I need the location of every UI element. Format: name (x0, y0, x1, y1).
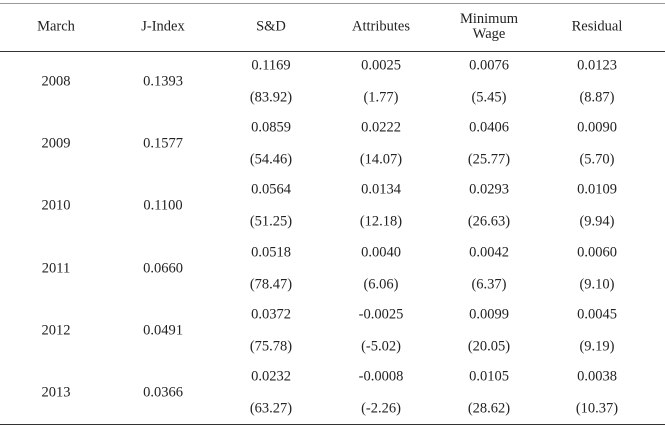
year-cell: 2011 (41, 260, 71, 277)
value-cell: 0.0293 (469, 181, 509, 198)
year-cell: 2012 (41, 322, 71, 339)
top-rule (0, 3, 665, 4)
share-cell: (12.18) (359, 213, 403, 230)
share-cell: (-2.26) (361, 400, 401, 417)
value-cell: 0.0232 (251, 368, 291, 385)
j-index-cell: 0.0660 (143, 260, 183, 277)
j-index-cell: 0.1100 (143, 197, 183, 214)
share-cell: (6.37) (471, 276, 507, 293)
value-cell: 0.0123 (577, 57, 617, 74)
share-cell: (83.92) (249, 89, 293, 106)
column-header: March (37, 18, 75, 35)
value-cell: 0.0025 (361, 57, 401, 74)
value-cell: 0.1169 (251, 57, 291, 74)
share-cell: (10.37) (575, 400, 619, 417)
share-cell: (28.62) (467, 400, 511, 417)
share-cell: (51.25) (249, 213, 293, 230)
value-cell: 0.0406 (469, 119, 509, 136)
value-cell: 0.0109 (577, 181, 617, 198)
value-cell: 0.0372 (251, 306, 291, 323)
value-cell: -0.0025 (358, 306, 404, 323)
year-cell: 2009 (41, 135, 71, 152)
column-header: J-Index (141, 18, 185, 35)
column-header: Attributes (352, 18, 410, 35)
share-cell: (9.10) (579, 276, 615, 293)
value-cell: 0.0045 (577, 306, 617, 323)
share-cell: (9.19) (579, 338, 615, 355)
share-cell: (9.94) (579, 213, 615, 230)
value-cell: 0.0518 (251, 244, 291, 261)
share-cell: (20.05) (467, 338, 511, 355)
column-header: S&D (256, 18, 286, 35)
bottom-rule (0, 424, 665, 425)
year-cell: 2010 (41, 197, 71, 214)
share-cell: (78.47) (249, 276, 293, 293)
column-header: Residual (571, 18, 623, 35)
year-cell: 2013 (41, 384, 71, 401)
value-cell: 0.0090 (577, 119, 617, 136)
share-cell: (1.77) (363, 89, 399, 106)
j-index-cell: 0.1393 (143, 73, 183, 90)
share-cell: (5.70) (579, 151, 615, 168)
value-cell: 0.0564 (251, 181, 291, 198)
value-cell: 0.0099 (469, 306, 509, 323)
share-cell: (6.06) (363, 276, 399, 293)
value-cell: 0.0038 (577, 368, 617, 385)
share-cell: (14.07) (359, 151, 403, 168)
share-cell: (25.77) (467, 151, 511, 168)
value-cell: 0.0859 (251, 119, 291, 136)
column-header: Minimum Wage (459, 11, 518, 42)
value-cell: 0.0222 (361, 119, 401, 136)
share-cell: (75.78) (249, 338, 293, 355)
value-cell: 0.0105 (469, 368, 509, 385)
value-cell: 0.0040 (361, 244, 401, 261)
value-cell: 0.0042 (469, 244, 509, 261)
j-index-cell: 0.0366 (143, 384, 183, 401)
j-index-cell: 0.1577 (143, 135, 183, 152)
header-rule (0, 51, 665, 52)
year-cell: 2008 (41, 73, 71, 90)
share-cell: (63.27) (249, 400, 293, 417)
j-index-cell: 0.0491 (143, 322, 183, 339)
value-cell: 0.0134 (361, 181, 401, 198)
share-cell: (-5.02) (361, 338, 401, 355)
value-cell: 0.0076 (469, 57, 509, 74)
share-cell: (5.45) (471, 89, 507, 106)
share-cell: (8.87) (579, 89, 615, 106)
value-cell: 0.0060 (577, 244, 617, 261)
share-cell: (54.46) (249, 151, 293, 168)
share-cell: (26.63) (467, 213, 511, 230)
value-cell: -0.0008 (358, 368, 404, 385)
